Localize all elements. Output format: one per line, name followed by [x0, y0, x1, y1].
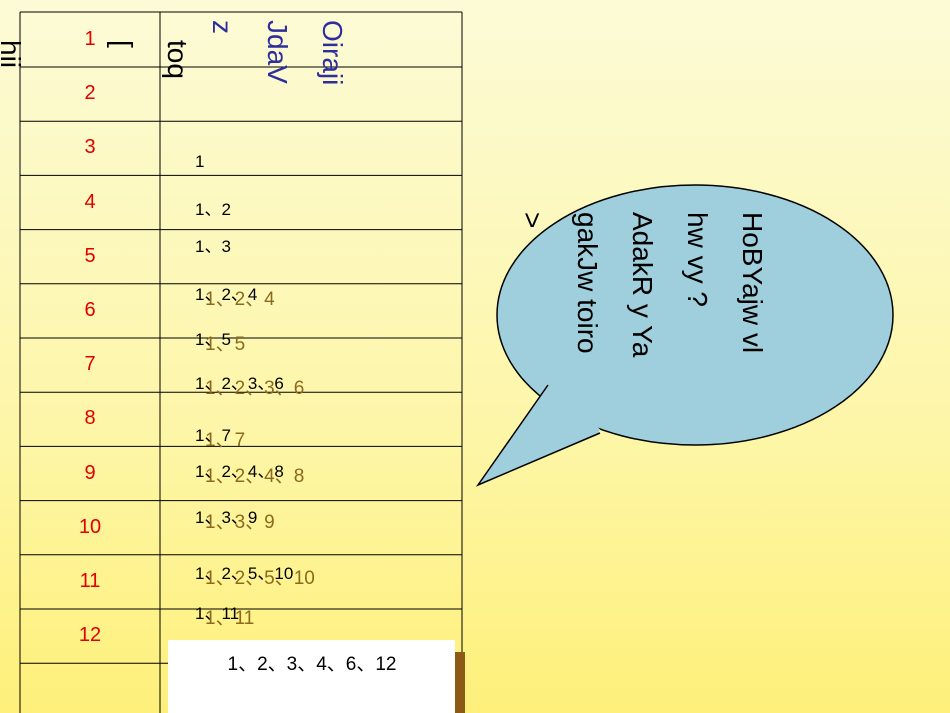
- row-number: 12: [78, 624, 102, 647]
- divisor-list: 1、7: [195, 426, 231, 445]
- divisor-list: 1、5: [195, 330, 231, 349]
- divisor-list: 1、11: [205, 608, 255, 629]
- row-number: 1: [84, 28, 96, 50]
- callout-line: HoBYajw vl: [737, 212, 768, 354]
- row-number: 7: [84, 353, 96, 376]
- divisor-list: 1、2、5、10: [195, 564, 294, 583]
- callout-tail: [475, 384, 601, 487]
- divisor-list: 1、3、9: [195, 508, 258, 527]
- divisor-list: 1、2: [195, 200, 231, 219]
- header-line: [: [107, 40, 138, 48]
- row-number: 11: [79, 570, 101, 592]
- divisor-list: 1、11: [195, 604, 240, 623]
- divisor-list: 1、7: [205, 430, 246, 451]
- row-number: 9: [84, 461, 96, 484]
- callout-line: AdakR y Ya: [627, 212, 658, 358]
- header-line: z: [207, 20, 238, 34]
- divisor-list: 1、2、3、6: [195, 374, 284, 393]
- divisor-list: 1、2、4、8: [195, 462, 284, 481]
- row-number: 2: [84, 82, 96, 105]
- divisor-list: 1、2、4: [205, 289, 275, 310]
- callout-bubble: [496, 184, 894, 446]
- header-cell: Oiraji JdaV z: [195, 20, 360, 85]
- divisor-list: 1、3、9: [205, 512, 275, 533]
- header-line: toq: [162, 40, 193, 79]
- divisor-list: 1、3: [195, 237, 231, 256]
- callout-line: >: [517, 212, 548, 229]
- header-line: Oiraji: [317, 20, 348, 86]
- row-number: 10: [78, 515, 102, 538]
- callout-text: HoBYajw vl hw vy ? AdakR y Ya gakJw toiro >: [505, 212, 780, 357]
- divisor-list: 1、2、5、10: [205, 568, 315, 589]
- callout-line: hw vy ?: [682, 212, 713, 307]
- divisor-list: 1: [195, 152, 205, 171]
- bar: [455, 652, 465, 713]
- divisor-list: 1、2、3、6: [205, 378, 305, 399]
- callout-line: gakJw toiro: [572, 212, 603, 354]
- divisor-list: 1、2、4: [195, 285, 258, 304]
- divisor-list: 1、2、3、4、6、12: [227, 654, 397, 675]
- divisor-list: 1、5: [205, 334, 246, 355]
- row-number: 4: [84, 190, 96, 213]
- header-line: JdaV: [262, 20, 293, 84]
- row-number: 8: [84, 407, 96, 430]
- highlight-box: [168, 640, 455, 713]
- header-cell: toq [: [95, 40, 205, 79]
- side-text: hii: [0, 40, 26, 69]
- divisor-list: 1、2、4、8: [205, 466, 305, 487]
- row-number: 5: [84, 244, 96, 267]
- row-number: 6: [84, 299, 96, 321]
- row-number: 3: [84, 136, 96, 159]
